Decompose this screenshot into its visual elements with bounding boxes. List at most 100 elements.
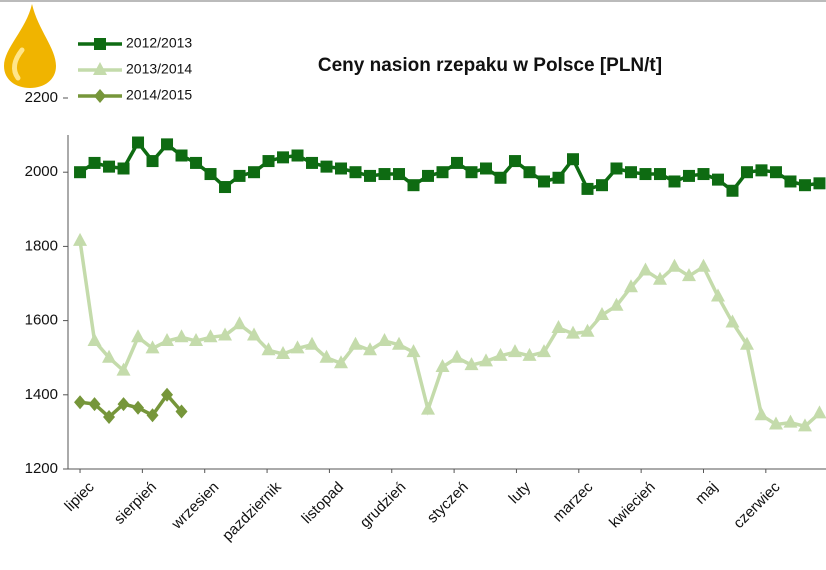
- point: [523, 166, 536, 179]
- point: [190, 156, 203, 169]
- x-tick-label: luty: [506, 478, 535, 507]
- legend-label: 2014/2015: [126, 87, 192, 103]
- point: [783, 414, 798, 428]
- legend-marker: [94, 89, 106, 103]
- point: [682, 169, 695, 182]
- point: [233, 169, 246, 182]
- point: [261, 342, 276, 356]
- point: [667, 258, 682, 272]
- point: [639, 168, 652, 181]
- point: [638, 262, 653, 276]
- point: [189, 333, 204, 347]
- point: [739, 336, 754, 350]
- point: [740, 166, 753, 179]
- point: [175, 404, 188, 419]
- x-tick-label: maj: [692, 479, 721, 508]
- point: [653, 168, 666, 181]
- point: [436, 166, 449, 179]
- point: [551, 320, 566, 334]
- point: [363, 342, 378, 356]
- y-tick-label: 1800: [25, 237, 58, 254]
- point: [232, 316, 247, 330]
- x-tick-label: sierpień: [111, 479, 160, 528]
- point: [335, 162, 348, 175]
- point: [769, 166, 782, 179]
- point: [406, 344, 421, 358]
- point: [117, 397, 130, 412]
- x-tick-label: lipiec: [61, 478, 98, 515]
- point: [277, 151, 290, 164]
- x-tick-label: marzec: [550, 478, 597, 525]
- point: [493, 347, 508, 361]
- point: [450, 349, 465, 363]
- point: [697, 168, 710, 181]
- point: [305, 336, 320, 350]
- point: [464, 357, 479, 371]
- point: [146, 155, 159, 168]
- point: [74, 395, 87, 410]
- point: [349, 166, 362, 179]
- series-line: [78, 240, 821, 429]
- y-tick-label: 2000: [25, 163, 58, 180]
- point: [696, 258, 711, 272]
- point: [610, 162, 623, 175]
- point: [74, 166, 87, 179]
- point: [146, 408, 159, 423]
- point: [422, 169, 435, 182]
- point: [248, 166, 261, 179]
- point: [537, 175, 550, 188]
- point: [291, 149, 304, 162]
- point: [725, 314, 740, 328]
- point: [755, 164, 768, 177]
- point: [204, 168, 217, 181]
- point: [203, 329, 218, 343]
- point: [218, 327, 233, 341]
- point: [247, 327, 262, 341]
- point: [726, 184, 739, 197]
- x-tick-label: styczeń: [424, 479, 472, 527]
- point: [711, 173, 724, 186]
- point: [348, 336, 363, 350]
- x-tick-label: wrzesien: [168, 479, 223, 534]
- x-tick-label: pazdziernik: [219, 478, 285, 544]
- y-tick-label: 1600: [25, 312, 58, 329]
- point: [623, 279, 638, 293]
- point: [103, 410, 116, 425]
- point: [581, 182, 594, 195]
- point: [132, 136, 145, 149]
- point: [451, 156, 464, 169]
- legend-marker: [93, 62, 107, 75]
- point: [595, 179, 608, 192]
- y-tick-label: 2200: [25, 89, 58, 106]
- point: [175, 149, 188, 162]
- point: [681, 268, 696, 282]
- point: [407, 179, 420, 192]
- series-line: [79, 139, 820, 194]
- point: [88, 156, 101, 169]
- point: [377, 333, 392, 347]
- point: [594, 307, 609, 321]
- point: [798, 179, 811, 192]
- point: [479, 353, 494, 367]
- point: [609, 297, 624, 311]
- point: [797, 418, 812, 432]
- point: [161, 138, 174, 151]
- legend-label: 2012/2013: [126, 35, 192, 51]
- point: [262, 155, 275, 168]
- point: [276, 345, 291, 359]
- point: [536, 344, 551, 358]
- point: [421, 401, 436, 415]
- point: [334, 355, 349, 369]
- point: [465, 166, 478, 179]
- point: [132, 400, 145, 415]
- point: [290, 340, 305, 354]
- point: [494, 171, 507, 184]
- point: [320, 160, 333, 173]
- point: [508, 155, 521, 168]
- point: [565, 325, 580, 339]
- point: [88, 397, 101, 412]
- x-tick-label: listopad: [298, 479, 347, 528]
- x-tick-label: grudzień: [357, 479, 410, 532]
- x-tick-label: kwiecień: [606, 479, 659, 532]
